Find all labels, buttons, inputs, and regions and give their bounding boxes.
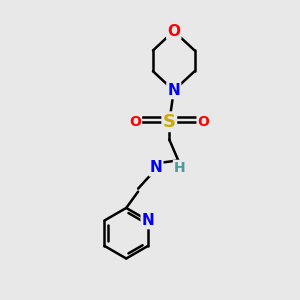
Text: N: N: [167, 83, 180, 98]
Text: N: N: [142, 213, 154, 228]
Text: O: O: [198, 115, 209, 129]
Text: N: N: [150, 160, 162, 175]
Text: O: O: [167, 24, 180, 39]
Text: O: O: [129, 115, 141, 129]
Text: H: H: [174, 161, 185, 175]
Text: S: S: [163, 113, 176, 131]
